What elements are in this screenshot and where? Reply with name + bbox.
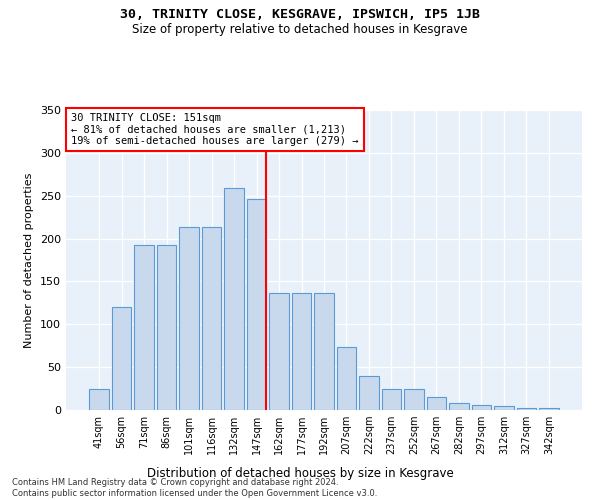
Bar <box>359 376 379 410</box>
Bar <box>539 408 559 410</box>
Text: Size of property relative to detached houses in Kesgrave: Size of property relative to detached ho… <box>132 22 468 36</box>
Bar <box>269 294 289 410</box>
Bar <box>404 388 424 410</box>
Y-axis label: Number of detached properties: Number of detached properties <box>25 172 34 348</box>
Bar <box>134 244 154 410</box>
Bar <box>157 244 176 410</box>
Bar <box>224 188 244 410</box>
Bar <box>382 388 401 410</box>
Bar <box>112 307 131 410</box>
Text: 30, TRINITY CLOSE, KESGRAVE, IPSWICH, IP5 1JB: 30, TRINITY CLOSE, KESGRAVE, IPSWICH, IP… <box>120 8 480 20</box>
Bar <box>449 403 469 410</box>
Text: 30 TRINITY CLOSE: 151sqm
← 81% of detached houses are smaller (1,213)
19% of sem: 30 TRINITY CLOSE: 151sqm ← 81% of detach… <box>71 113 359 146</box>
Bar <box>292 294 311 410</box>
Text: Contains HM Land Registry data © Crown copyright and database right 2024.
Contai: Contains HM Land Registry data © Crown c… <box>12 478 377 498</box>
Bar <box>517 408 536 410</box>
Bar <box>89 390 109 410</box>
Bar <box>247 199 266 410</box>
Bar <box>427 397 446 410</box>
Bar <box>314 294 334 410</box>
Bar <box>179 228 199 410</box>
Bar <box>202 226 221 410</box>
Text: Distribution of detached houses by size in Kesgrave: Distribution of detached houses by size … <box>146 467 454 480</box>
Bar <box>337 346 356 410</box>
Bar <box>472 405 491 410</box>
Bar <box>494 406 514 410</box>
